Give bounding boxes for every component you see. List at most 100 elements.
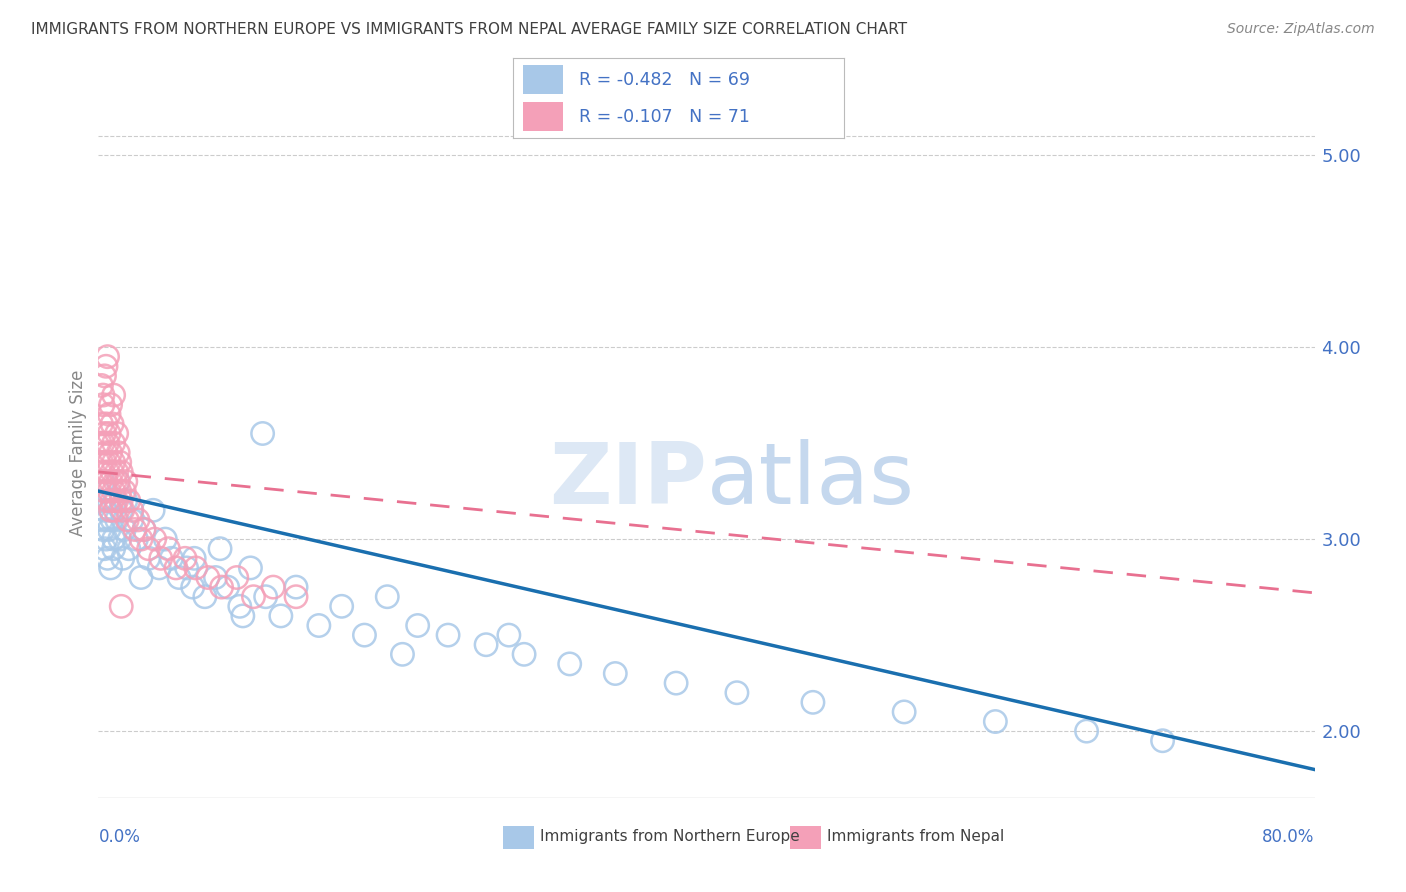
Point	[90, 455, 112, 469]
Point	[984, 714, 1007, 729]
Point	[112, 523, 135, 537]
Point	[105, 513, 128, 527]
Point	[93, 541, 115, 556]
Point	[148, 561, 170, 575]
Point	[100, 503, 122, 517]
Point	[498, 628, 520, 642]
Point	[149, 551, 172, 566]
Point	[89, 475, 111, 489]
Point	[475, 638, 498, 652]
Point	[90, 513, 112, 527]
Point	[1076, 724, 1098, 739]
Point	[232, 608, 254, 623]
Point	[114, 493, 136, 508]
Point	[108, 484, 131, 499]
Point	[605, 666, 627, 681]
Point	[93, 455, 115, 469]
Point	[254, 590, 277, 604]
Point	[285, 590, 308, 604]
Point	[391, 648, 413, 662]
Point	[94, 417, 117, 431]
Point	[111, 551, 134, 566]
Point	[558, 657, 581, 671]
Point	[105, 493, 128, 508]
Text: atlas: atlas	[707, 439, 914, 522]
Point	[100, 398, 122, 412]
Point	[157, 541, 180, 556]
Point	[100, 475, 122, 489]
Point	[330, 599, 353, 614]
Point	[204, 570, 226, 584]
Point	[262, 580, 284, 594]
Point	[110, 493, 132, 508]
Text: R = -0.482   N = 69: R = -0.482 N = 69	[579, 70, 751, 88]
Point	[114, 475, 136, 489]
Point	[801, 695, 824, 709]
Point	[110, 599, 132, 614]
Point	[103, 436, 125, 450]
Point	[100, 503, 122, 517]
Point	[142, 503, 165, 517]
Point	[375, 590, 398, 604]
Point	[108, 455, 131, 469]
Point	[239, 561, 262, 575]
Point	[242, 590, 264, 604]
Y-axis label: Average Family Size: Average Family Size	[69, 369, 87, 536]
Point	[94, 484, 117, 499]
Point	[167, 570, 190, 584]
Point	[118, 541, 141, 556]
Point	[96, 551, 118, 566]
Point	[513, 648, 536, 662]
Point	[107, 475, 129, 489]
Point	[103, 541, 125, 556]
Point	[121, 513, 143, 527]
Point	[96, 513, 118, 527]
Point	[138, 541, 160, 556]
Point	[91, 398, 114, 412]
Point	[98, 484, 121, 499]
Point	[1152, 733, 1174, 747]
Point	[665, 676, 688, 690]
Point	[138, 551, 160, 566]
Point	[108, 532, 131, 546]
Point	[143, 532, 166, 546]
Point	[184, 561, 207, 575]
Point	[111, 503, 134, 517]
Point	[101, 465, 124, 479]
FancyBboxPatch shape	[523, 103, 562, 131]
Text: R = -0.107   N = 71: R = -0.107 N = 71	[579, 108, 751, 126]
Point	[308, 618, 330, 632]
Point	[91, 465, 114, 479]
Point	[93, 426, 115, 441]
Point	[101, 493, 124, 508]
Point	[103, 532, 125, 546]
Point	[90, 417, 112, 431]
Point	[211, 580, 233, 594]
Point	[121, 503, 143, 517]
Point	[118, 493, 141, 508]
Point	[93, 484, 115, 499]
Point	[353, 628, 375, 642]
Point	[229, 599, 252, 614]
Point	[105, 426, 128, 441]
Point	[176, 561, 198, 575]
Point	[437, 628, 460, 642]
FancyBboxPatch shape	[523, 65, 562, 95]
Point	[98, 523, 121, 537]
Point	[132, 523, 155, 537]
Text: 80.0%: 80.0%	[1263, 828, 1315, 846]
Point	[107, 475, 129, 489]
Point	[100, 561, 122, 575]
Point	[98, 455, 121, 469]
Point	[91, 436, 114, 450]
Point	[96, 493, 118, 508]
Point	[129, 532, 152, 546]
Text: 0.0%: 0.0%	[98, 828, 141, 846]
Point	[96, 350, 118, 364]
Point	[104, 503, 127, 517]
Point	[94, 445, 117, 460]
Point	[406, 618, 429, 632]
Point	[104, 475, 127, 489]
Point	[98, 426, 121, 441]
Point	[98, 407, 121, 421]
